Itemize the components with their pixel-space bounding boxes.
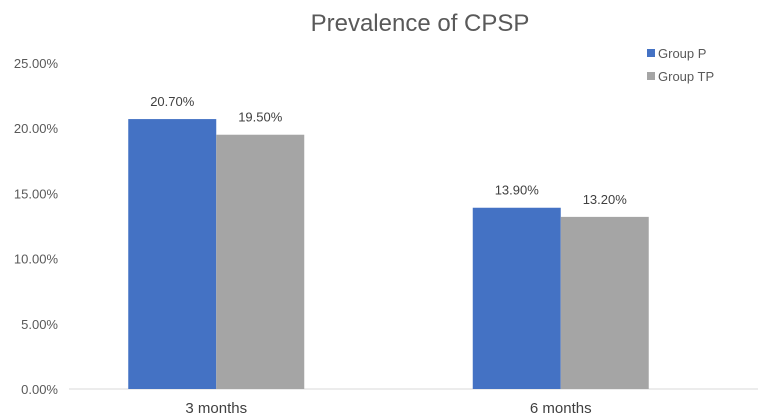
- x-category-label: 6 months: [530, 400, 592, 415]
- bar: [472, 207, 561, 389]
- data-label: 13.20%: [583, 192, 628, 207]
- chart-title: Prevalence of CPSP: [311, 10, 530, 37]
- bar: [216, 134, 305, 389]
- legend-swatch: [647, 49, 655, 57]
- y-tick-label: 15.00%: [14, 186, 59, 201]
- legend-swatch: [647, 72, 655, 80]
- bar: [560, 216, 649, 389]
- data-label: 13.90%: [495, 183, 540, 198]
- data-label: 20.70%: [150, 94, 195, 109]
- x-axis: 3 months 6 months: [69, 388, 758, 415]
- legend-label: Group P: [658, 46, 706, 61]
- y-tick-label: 5.00%: [21, 317, 58, 332]
- y-tick-label: 0.00%: [21, 382, 58, 397]
- data-label: 19.50%: [238, 110, 283, 125]
- legend: Group P Group TP: [647, 46, 714, 84]
- y-tick-label: 25.00%: [14, 56, 59, 71]
- y-tick-label: 10.00%: [14, 252, 59, 267]
- x-category-label: 3 months: [185, 400, 247, 415]
- y-tick-label: 20.00%: [14, 121, 59, 136]
- y-axis: 0.00% 5.00% 10.00% 15.00% 20.00% 25.00%: [14, 56, 59, 397]
- legend-label: Group TP: [658, 69, 714, 84]
- bar: [128, 119, 217, 390]
- bars: 20.70% 19.50% 13.90% 13.20%: [128, 94, 649, 390]
